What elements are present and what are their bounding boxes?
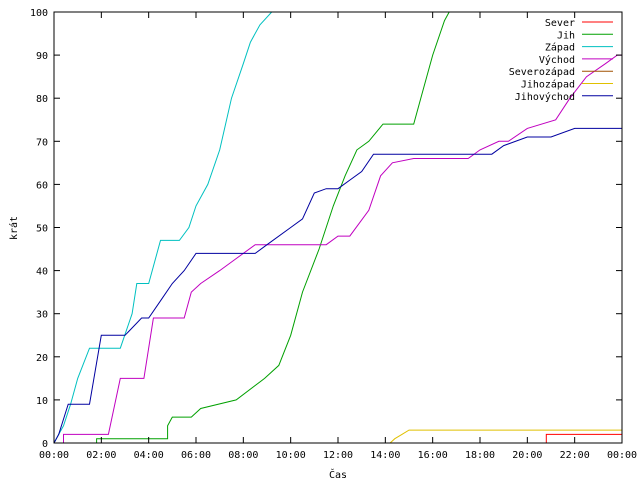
x-tick-label: 22:00 [560,450,590,461]
series-line-3 [54,12,273,443]
y-tick-label: 10 [36,396,48,407]
x-tick-label: 20:00 [512,450,542,461]
legend-label: Jih [557,30,575,41]
x-axis-ticks: 00:00 02:00 04:00 06:00 08:00 10:00 12:00 14:00… [39,12,637,461]
legend: SeverJihZápadVýchodSeverozápadJihozápadJ… [509,18,613,103]
y-tick-label: 90 [36,51,48,62]
y-tick-label: 20 [36,353,48,364]
x-tick-label: 12:00 [323,450,353,461]
x-tick-label: 02:00 [86,450,116,461]
x-tick-label: 00:00 [607,450,637,461]
y-axis-label: krát [8,216,20,240]
y-axis-ticks: 0 10 20 30 40 50 60 70 80 90 100 [30,8,622,450]
y-tick-label: 50 [36,224,48,235]
x-axis-label: Čas [329,468,347,480]
y-tick-label: 60 [36,180,48,191]
x-tick-label: 04:00 [134,450,164,461]
legend-label: Jihovýchod [515,91,575,103]
x-tick-label: 18:00 [465,450,495,461]
series-line-2 [54,12,450,443]
x-tick-label: 00:00 [39,450,69,461]
x-tick-label: 08:00 [228,450,258,461]
series-lines [54,12,622,443]
legend-label: Sever [545,18,575,29]
y-tick-label: 40 [36,267,48,278]
legend-label: Západ [545,42,575,54]
legend-label: Severozápad [509,66,575,78]
x-tick-label: 10:00 [276,450,306,461]
series-line-6 [54,429,622,443]
series-line-7 [54,127,622,443]
series-line-1 [54,433,622,443]
y-tick-label: 30 [36,310,48,321]
y-tick-label: 80 [36,94,48,105]
x-tick-label: 06:00 [181,450,211,461]
y-tick-label: 0 [42,439,48,450]
x-tick-label: 16:00 [418,450,448,461]
y-tick-label: 100 [30,8,48,19]
legend-label: Východ [539,54,575,66]
series-line-4 [54,54,622,443]
x-tick-label: 14:00 [370,450,400,461]
legend-label: Jihozápad [521,79,575,91]
y-tick-label: 70 [36,137,48,148]
